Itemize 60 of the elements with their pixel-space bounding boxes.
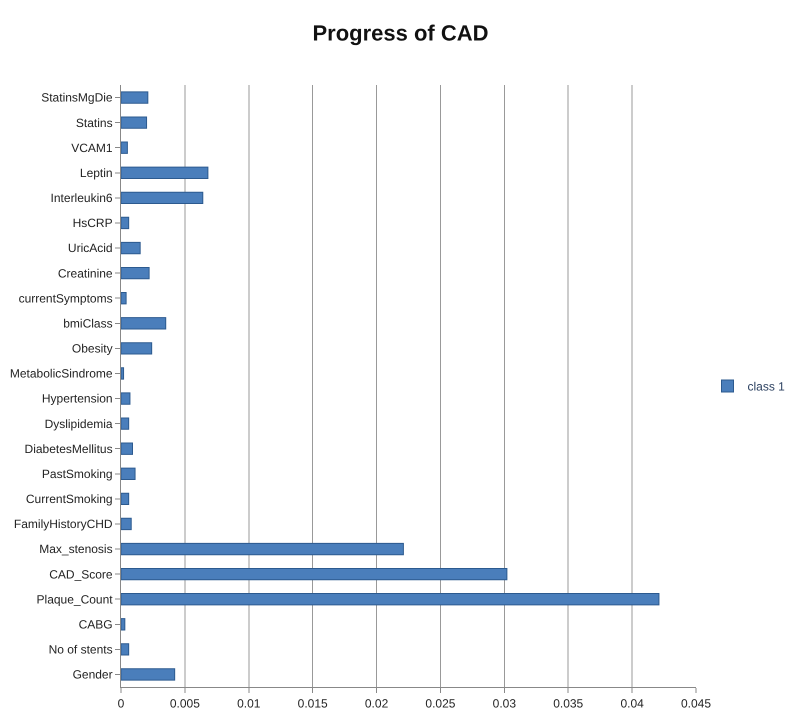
bar bbox=[121, 568, 508, 580]
y-tick-label: HsCRP bbox=[72, 216, 113, 230]
y-tick-label: CurrentSmoking bbox=[26, 492, 113, 506]
x-tick-label: 0.005 bbox=[170, 696, 200, 710]
bar bbox=[121, 192, 204, 204]
y-tick-label: Interleukin6 bbox=[50, 191, 113, 206]
y-tick-label: VCAM1 bbox=[71, 140, 113, 155]
bar bbox=[121, 643, 130, 656]
bar bbox=[121, 668, 176, 681]
bar bbox=[121, 242, 141, 254]
y-tick-label: Plaque_Count bbox=[36, 592, 114, 606]
bar bbox=[121, 618, 126, 630]
y-tick-label: Hypertension bbox=[42, 392, 113, 406]
y-tick-label: CABG bbox=[78, 617, 113, 632]
y-tick-label: currentSymptoms bbox=[18, 291, 113, 306]
bar bbox=[121, 166, 208, 179]
y-tick-label: FamilyHistoryCHD bbox=[14, 517, 113, 532]
y-tick-label: Obesity bbox=[72, 342, 113, 356]
bar bbox=[121, 492, 130, 506]
bar bbox=[121, 468, 136, 480]
x-tick-label: 0.025 bbox=[425, 696, 456, 710]
bar bbox=[121, 342, 152, 355]
x-tick-label: 0.01 bbox=[237, 696, 261, 710]
bar bbox=[121, 91, 148, 104]
y-tick-label: MetabolicSindrome bbox=[10, 366, 113, 381]
y-tick-label: Dyslipidemia bbox=[44, 416, 113, 431]
bar bbox=[121, 216, 130, 230]
y-tick-label: No of stents bbox=[48, 642, 113, 657]
y-tick-label: Leptin bbox=[80, 166, 113, 180]
x-tick-label: 0.02 bbox=[364, 696, 389, 710]
x-tick-label: 0.03 bbox=[492, 696, 516, 710]
x-tick-label: 0 bbox=[118, 696, 125, 710]
y-tick-label: CAD_Score bbox=[49, 567, 113, 582]
y-tick-label: Creatinine bbox=[58, 266, 113, 280]
x-tick-label: 0.015 bbox=[298, 696, 328, 710]
bar bbox=[121, 417, 130, 430]
bar bbox=[121, 518, 132, 530]
y-tick-label: Statins bbox=[76, 116, 113, 130]
bar bbox=[121, 292, 127, 304]
y-tick-label: bmiClass bbox=[63, 316, 113, 330]
bar bbox=[121, 367, 124, 380]
y-tick-label: DiabetesMellitus bbox=[24, 442, 113, 456]
bar bbox=[121, 142, 128, 154]
x-tick-label: 0.035 bbox=[553, 696, 584, 710]
y-tick-label: PastSmoking bbox=[42, 466, 113, 481]
y-tick-label: Max_stenosis bbox=[39, 542, 113, 556]
chart-title: Progress of CAD bbox=[312, 20, 489, 46]
bar bbox=[121, 266, 150, 280]
bar bbox=[121, 317, 166, 330]
x-tick-label: 0.045 bbox=[680, 696, 712, 710]
bar bbox=[121, 442, 133, 455]
bar bbox=[121, 542, 404, 556]
bar bbox=[121, 116, 148, 129]
bar bbox=[121, 392, 130, 405]
bar bbox=[121, 593, 660, 606]
y-tick-label: StatinsMgDie bbox=[41, 90, 113, 105]
legend-label: class 1 bbox=[748, 380, 786, 394]
x-tick-label: 0.04 bbox=[620, 696, 644, 710]
y-tick-label: UricAcid bbox=[68, 241, 113, 256]
y-tick-label: Gender bbox=[72, 668, 113, 682]
